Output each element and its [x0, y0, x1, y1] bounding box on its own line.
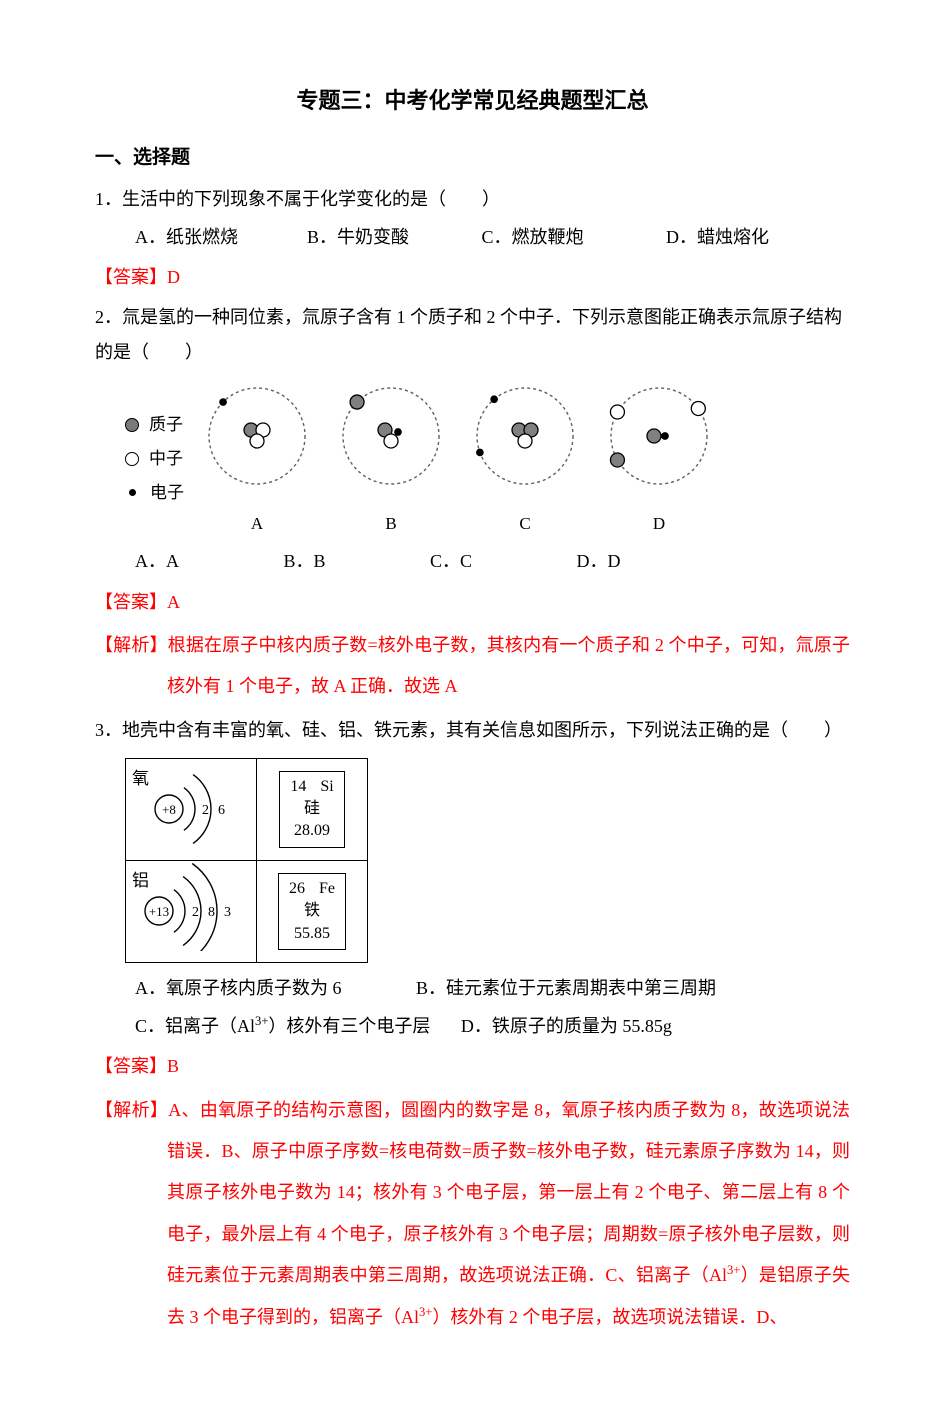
atom-label: B	[332, 508, 450, 540]
q1-opt-c: C．燃放鞭炮	[482, 220, 584, 254]
q1-answer: 【答案】D	[95, 260, 850, 294]
q1-opt-b: B．牛奶变酸	[307, 220, 409, 254]
si-mass: 28.09	[290, 820, 333, 842]
si-number: 14	[290, 776, 306, 798]
answer-label: 【答案】	[95, 592, 167, 612]
atom-label: C	[466, 508, 584, 540]
answer-label: 【答案】	[95, 1056, 167, 1076]
q3-opt-b: B．硅元素位于元素周期表中第三周期	[416, 971, 716, 1005]
q1-opt-d: D．蜡烛熔化	[666, 220, 769, 254]
atom-diagram-B: B	[332, 377, 450, 540]
q1-opt-a: A．纸张燃烧	[135, 220, 238, 254]
atom-label: D	[600, 508, 718, 540]
q2-opt-c: C．C	[430, 544, 472, 578]
proton-icon	[125, 418, 139, 432]
section-heading-1: 一、选择题	[95, 140, 850, 176]
q2-explain: 【解析】根据在原子中核内质子数=核外电子数，其核内有一个质子和 2 个中子，可知…	[95, 625, 850, 708]
explain-label: 【解析】	[95, 635, 168, 655]
q2-opt-d: D．D	[577, 544, 621, 578]
svg-text:2: 2	[202, 803, 209, 818]
fe-number: 26	[289, 878, 305, 900]
svg-text:+13: +13	[149, 904, 169, 919]
q3-opt-a: A．氧原子核内质子数为 6	[135, 971, 342, 1005]
q1-stem: 1．生活中的下列现象不属于化学变化的是（ ）	[95, 182, 850, 216]
q2-stem: 2．氚是氢的一种同位素，氚原子含有 1 个质子和 2 个中子．下列示意图能正确表…	[95, 300, 850, 368]
answer-value: D	[167, 267, 180, 287]
aluminum-label: 铝	[132, 865, 149, 897]
legend-neutron-label: 中子	[149, 442, 183, 476]
q2-legend: 质子 中子 电子	[125, 408, 184, 510]
q2-opt-a: A．A	[135, 544, 179, 578]
neutron-icon	[125, 452, 139, 466]
q3-element-grid: 氧 +826 14 Si 硅 28.09 铝	[125, 758, 850, 963]
q2-answer: 【答案】A	[95, 585, 850, 619]
explain-label: 【解析】	[95, 1100, 168, 1120]
fe-symbol: Fe	[319, 878, 335, 900]
svg-text:3: 3	[224, 905, 231, 920]
explain-text: 根据在原子中核内质子数=核外电子数，其核内有一个质子和 2 个中子，可知，氚原子…	[167, 635, 850, 696]
cell-silicon: 14 Si 硅 28.09	[257, 758, 368, 860]
q1-options: A．纸张燃烧 B．牛奶变酸 C．燃放鞭炮 D．蜡烛熔化	[135, 220, 850, 254]
iron-box: 26 Fe 铁 55.85	[278, 873, 346, 950]
svg-text:6: 6	[218, 803, 225, 818]
q2-opt-b: B．B	[284, 544, 326, 578]
legend-proton: 质子	[125, 408, 184, 442]
q3-opt-d: D．铁原子的质量为 55.85g	[461, 1009, 672, 1043]
answer-value: B	[167, 1056, 179, 1076]
explain-text: A、由氧原子的结构示意图，圆圈内的数字是 8，氧原子核内质子数为 8，故选项说法…	[167, 1100, 850, 1327]
legend-electron-label: 电子	[150, 476, 184, 510]
legend-proton-label: 质子	[149, 408, 183, 442]
svg-text:+8: +8	[162, 802, 176, 817]
legend-electron: 电子	[125, 476, 184, 510]
q3-opt-c: C．铝离子（Al3+）核外有三个电子层	[135, 1009, 430, 1043]
silicon-box: 14 Si 硅 28.09	[279, 771, 344, 848]
q2-options: A．A B．B C．C D．D	[135, 544, 850, 578]
cell-iron: 26 Fe 铁 55.85	[257, 860, 368, 962]
svg-text:2: 2	[192, 905, 199, 920]
si-symbol: Si	[320, 776, 333, 798]
cell-oxygen: 氧 +8 26	[126, 758, 257, 860]
element-table: 氧 +826 14 Si 硅 28.09 铝	[125, 758, 368, 963]
q3-stem: 3．地壳中含有丰富的氧、硅、铝、铁元素，其有关信息如图所示，下列说法正确的是（ …	[95, 713, 850, 747]
q3-answer: 【答案】B	[95, 1049, 850, 1083]
q2-atom-diagrams: ABCD	[190, 377, 726, 540]
si-name: 硅	[290, 798, 333, 820]
oxygen-label: 氧	[132, 763, 149, 795]
fe-name: 铁	[289, 900, 335, 922]
page: 专题三：中考化学常见经典题型汇总 一、选择题 1．生活中的下列现象不属于化学变化…	[0, 0, 945, 1404]
q2-figure: 质子 中子 电子 ABCD	[125, 377, 850, 540]
q3-options: A．氧原子核内质子数为 6 B．硅元素位于元素周期表中第三周期 C．铝离子（Al…	[135, 971, 850, 1043]
svg-text:8: 8	[208, 905, 215, 920]
electron-icon	[129, 489, 136, 496]
answer-label: 【答案】	[95, 267, 167, 287]
atom-diagram-A: A	[198, 377, 316, 540]
atom-diagram-D: D	[600, 377, 718, 540]
cell-aluminum: 铝 +13 283	[126, 860, 257, 962]
answer-value: A	[167, 592, 180, 612]
q3-explain: 【解析】A、由氧原子的结构示意图，圆圈内的数字是 8，氧原子核内质子数为 8，故…	[95, 1090, 850, 1338]
document-title: 专题三：中考化学常见经典题型汇总	[95, 80, 850, 122]
atom-label: A	[198, 508, 316, 540]
atom-diagram-C: C	[466, 377, 584, 540]
legend-neutron: 中子	[125, 442, 184, 476]
oxygen-shell-diagram: +8 26	[131, 759, 251, 849]
fe-mass: 55.85	[289, 923, 335, 945]
